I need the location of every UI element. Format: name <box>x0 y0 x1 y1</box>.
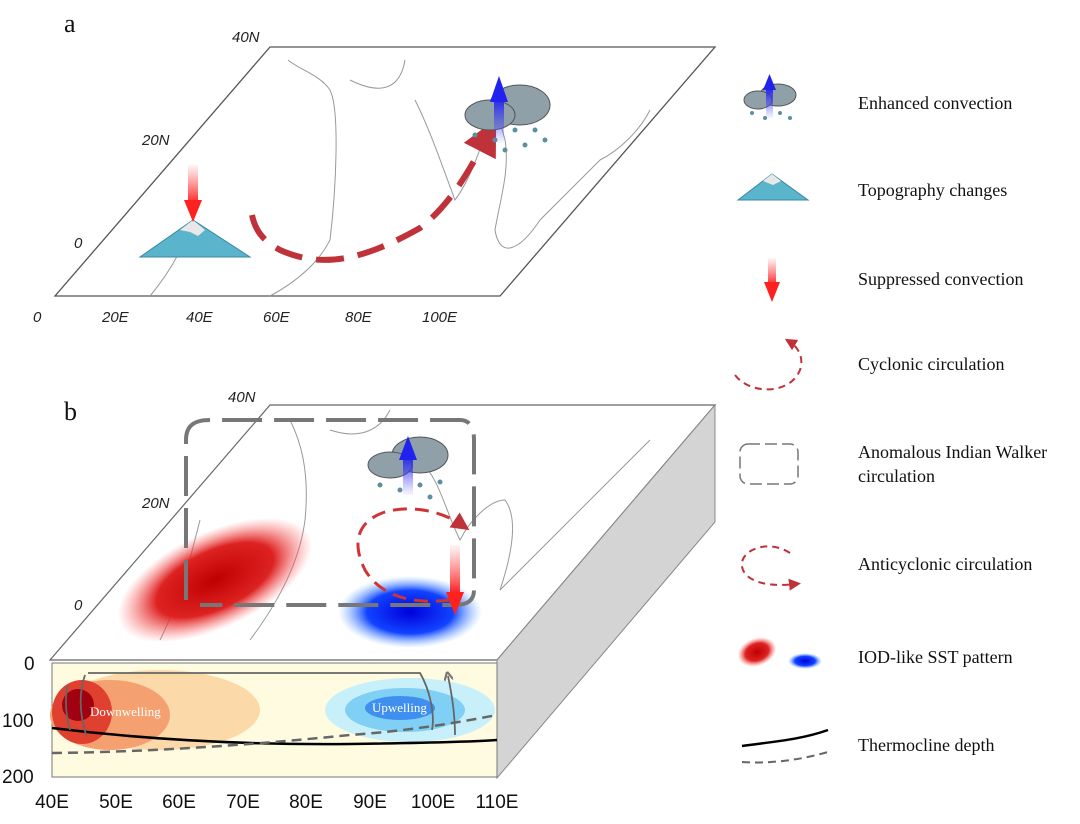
panel-a-label: a <box>64 9 76 38</box>
depth-label: 100 <box>2 711 34 732</box>
depth-label: 0 <box>24 654 35 675</box>
legend-iod-sst-pattern: IOD-like SST pattern <box>858 647 1013 667</box>
walker-circulation-loop <box>184 418 476 607</box>
lat-label: 40N <box>228 389 256 406</box>
cyclonic-circulation-arrows <box>249 118 497 263</box>
mountain-icon <box>736 173 810 201</box>
cyclonic-arrow-icon <box>734 338 803 391</box>
anticyclonic-arrow-icon <box>740 545 801 591</box>
depth-label: 200 <box>2 767 34 788</box>
lon-label: 100E <box>411 792 455 813</box>
panel-a-map-frame <box>53 46 717 297</box>
panel-a-lat-labels: 40N 20N 0 <box>74 29 260 252</box>
lon-label: 50E <box>99 792 133 813</box>
lon-label: 60E <box>162 792 196 813</box>
cold-sst-anomaly <box>338 576 482 648</box>
mountain-icon <box>138 219 252 258</box>
lon-label: 0 <box>33 309 42 326</box>
legend-cyclonic-circulation: Cyclonic circulation <box>858 354 1005 374</box>
legend-anticyclonic-circulation: Anticyclonic circulation <box>858 554 1033 574</box>
lon-label: 40E <box>35 792 69 813</box>
rain-cloud-up-arrow-icon <box>743 74 797 120</box>
lon-label: 90E <box>353 792 387 813</box>
panel-a-lon-labels: 0 20E 40E 60E 80E 100E <box>33 309 458 326</box>
thermocline-solid-line <box>51 726 498 746</box>
circulation-arrows <box>64 673 456 736</box>
ocean-depth-section: Downwelling Upwelling <box>50 662 498 778</box>
thermocline-dashed-line <box>51 713 498 755</box>
panel-a: a 40N 20N 0 0 20E 40E 60E 80E 100E <box>33 9 717 326</box>
lon-label: 60E <box>263 309 291 326</box>
thermocline-lines-icon <box>741 728 829 764</box>
panel-b: b 40N 20N 0 D <box>2 389 717 813</box>
lon-axis-labels: 40E 50E 60E 70E 80E 90E 100E 110E <box>35 792 518 813</box>
legend-topography-changes: Topography changes <box>858 180 1008 200</box>
downwelling-label: Downwelling <box>90 704 161 719</box>
enhanced-convection-arrow-icon <box>403 455 413 495</box>
lat-label: 20N <box>141 495 170 512</box>
suppressed-convection-arrowhead <box>446 592 464 615</box>
warm-sst-anomaly <box>117 517 313 643</box>
lat-label: 0 <box>74 235 83 252</box>
enhanced-convection-arrowhead <box>490 76 508 102</box>
panel-b-lat-labels: 40N 20N 0 <box>74 389 256 614</box>
lon-label: 80E <box>345 309 373 326</box>
legend-enhanced-convection: Enhanced convection <box>858 93 1013 113</box>
lon-label: 40E <box>186 309 214 326</box>
lon-label: 70E <box>226 792 260 813</box>
walker-loop-icon <box>739 443 799 485</box>
sst-blobs-icon <box>737 637 822 669</box>
coastlines <box>159 409 651 641</box>
enhanced-convection-arrowhead <box>399 436 417 460</box>
lat-label: 40N <box>232 29 260 46</box>
lon-label: 20E <box>101 309 130 326</box>
suppressed-convection-arrow-icon <box>450 545 460 595</box>
coastlines <box>149 59 651 297</box>
legend-walker-circulation: Anomalous Indian Walker circulation <box>858 442 1048 486</box>
legend-icons <box>734 74 829 764</box>
lat-label: 0 <box>74 597 83 614</box>
lon-label: 110E <box>476 792 519 813</box>
anticyclonic-circulation-arrows <box>356 507 470 603</box>
red-down-arrow-icon <box>764 258 780 302</box>
legend-thermocline-depth: Thermocline depth <box>858 735 995 755</box>
depth-axis-labels: 0 100 200 <box>2 654 35 788</box>
suppressed-convection-arrowhead <box>184 200 202 222</box>
lon-label: 100E <box>422 309 458 326</box>
lon-label: 80E <box>289 792 323 813</box>
upwelling-label: Upwelling <box>372 700 427 715</box>
lat-label: 20N <box>141 132 170 149</box>
legend-suppressed-convection: Suppressed convection <box>858 269 1024 289</box>
panel-b-label: b <box>64 397 77 426</box>
suppressed-convection-arrow-icon <box>188 165 198 205</box>
enhanced-convection-arrow-icon <box>494 98 504 143</box>
